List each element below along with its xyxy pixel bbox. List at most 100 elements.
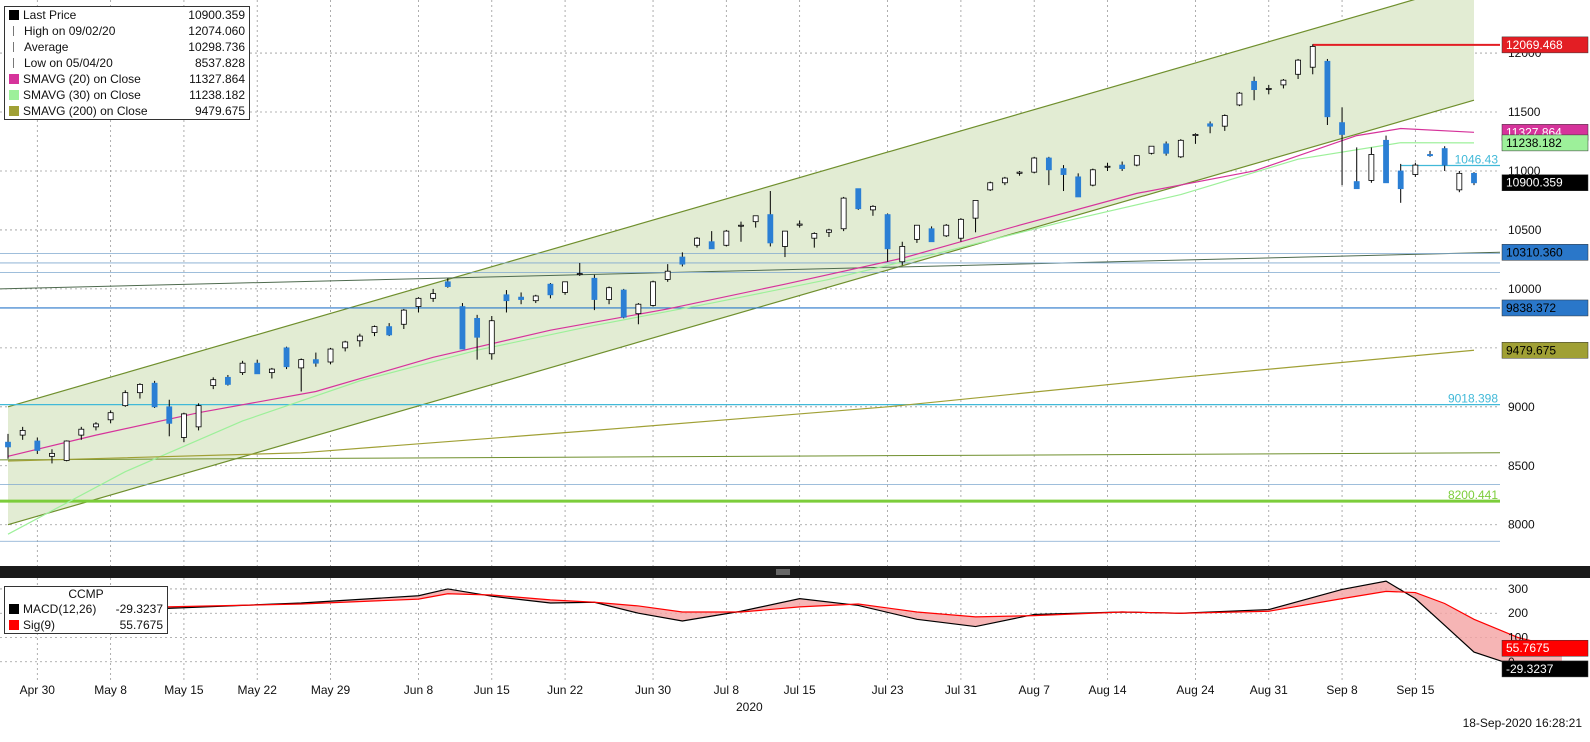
macd-legend: CCMP MACD(12,26) -29.3237 Sig(9) 55.7675 — [4, 586, 168, 634]
timestamp-label: 18-Sep-2020 16:28:21 — [1462, 716, 1582, 730]
candle-body — [679, 256, 686, 265]
candle-body — [708, 241, 715, 250]
legend-row: Last Price 10900.359 — [5, 7, 249, 23]
candle-body — [488, 320, 495, 355]
candle-body — [210, 379, 217, 386]
legend-value: 10298.736 — [188, 40, 245, 54]
candle-body — [1353, 181, 1360, 190]
candle-body — [459, 306, 466, 350]
candle-body — [1104, 165, 1111, 168]
legend-row: High on 09/02/20 12074.060 — [5, 23, 249, 39]
candle-body — [899, 246, 906, 263]
price-tag-label: 9838.372 — [1506, 301, 1556, 315]
signal-label: Sig(9) — [23, 618, 56, 632]
candle-body — [1368, 154, 1375, 181]
legend-value: 8537.828 — [194, 56, 245, 70]
price-tag — [1501, 299, 1589, 317]
candlesticks — [5, 44, 1477, 464]
y-tick-label: 10500 — [1508, 223, 1542, 237]
x-tick-label: Jul 15 — [784, 683, 816, 697]
candle-body — [5, 441, 11, 448]
candle-body — [562, 281, 568, 293]
legend-label: Average — [24, 40, 69, 54]
horizontal-level-lines: 1046.43 9018.398 8200.441 — [0, 43, 1500, 542]
macd-tag — [1501, 639, 1589, 657]
legend-label: SMAVG (20) on Close — [23, 72, 141, 86]
y-tick-label: 9000 — [1508, 400, 1535, 414]
support-trend-line — [0, 452, 1501, 461]
x-tick-label: Jul 23 — [872, 683, 904, 697]
candle-body — [664, 270, 671, 280]
candle-body — [1427, 154, 1433, 157]
macd-legend-row: MACD(12,26) -29.3237 — [5, 601, 167, 617]
macd-tag-label: 55.7675 — [1506, 641, 1550, 655]
macd-plot-area — [0, 578, 1500, 680]
y-tick-label: 8000 — [1508, 518, 1535, 532]
y-tick-label: 10000 — [1508, 282, 1542, 296]
price-axis: 8000850090009500100001050011000115001200… — [1501, 36, 1589, 532]
candle-body — [1089, 169, 1096, 186]
candle-body — [1177, 139, 1184, 158]
candle-body — [283, 347, 290, 368]
inline-level-label: 8200.441 — [1448, 488, 1498, 502]
y-tick-label: 8500 — [1508, 459, 1535, 473]
light-green-square-icon — [9, 90, 19, 100]
legend-label: SMAVG (30) on Close — [23, 88, 141, 102]
candle-body — [1148, 145, 1155, 154]
candle-body — [1133, 155, 1140, 166]
macd-grid — [0, 578, 1500, 680]
x-tick-label: Sep 8 — [1326, 683, 1358, 697]
candle-body — [1383, 139, 1389, 184]
legend-label: SMAVG (200) on Close — [23, 104, 148, 118]
candle-body — [107, 412, 114, 421]
candle-body — [1471, 172, 1477, 184]
y-tick-label: 11500 — [1508, 105, 1541, 119]
x-tick-label: Jul 31 — [945, 683, 977, 697]
legend-value: 12074.060 — [188, 24, 245, 38]
candle-body — [620, 289, 627, 318]
red-square-icon — [9, 620, 19, 630]
candle-body — [855, 188, 862, 210]
legend-row: SMAVG (30) on Close 11238.182 — [5, 87, 249, 103]
date-axis: Apr 30 May 8 May 15 May 22 May 29 Jun 8 Jun 15… — [20, 683, 1435, 697]
candle-body — [1397, 170, 1404, 190]
candle-body — [181, 413, 187, 438]
candle-body — [474, 317, 481, 338]
candle-body — [547, 283, 554, 296]
magenta-square-icon — [9, 74, 19, 84]
x-tick-label: May 22 — [238, 683, 278, 697]
x-tick-label: May 15 — [164, 683, 204, 697]
candle-body — [239, 362, 246, 374]
candle-body — [576, 273, 583, 275]
candle-body — [298, 359, 305, 369]
candle-body — [591, 277, 598, 300]
candle-body — [1163, 143, 1170, 154]
price-tag — [1501, 174, 1589, 191]
candle-body — [1265, 88, 1272, 90]
channel-fill — [8, 0, 1474, 525]
candle-body — [19, 429, 26, 436]
olive-square-icon — [9, 106, 19, 116]
trend-line — [0, 251, 1501, 290]
candle-body — [928, 228, 935, 243]
macd-axis: 010020030055.7675-29.3237 — [1501, 582, 1589, 678]
candle-body — [972, 200, 979, 219]
panel-divider[interactable] — [0, 566, 1590, 578]
channel-upper-line — [7, 0, 1416, 408]
candle-body — [782, 230, 788, 247]
candle-body — [914, 224, 920, 240]
legend-row: Low on 05/04/20 8537.828 — [5, 55, 249, 71]
x-tick-label: Aug 7 — [1019, 683, 1051, 697]
signal-value: 55.7675 — [119, 618, 163, 632]
candle-body — [1207, 123, 1214, 127]
candle-body — [122, 392, 129, 407]
candle-body — [254, 362, 261, 375]
candle-body — [532, 295, 539, 302]
inline-level-label: 9018.398 — [1448, 392, 1498, 406]
candle-body — [1412, 164, 1419, 175]
x-tick-label: Jun 8 — [404, 683, 434, 697]
candle-body — [137, 384, 143, 394]
candle-body — [518, 296, 524, 300]
signal-legend-row: Sig(9) 55.7675 — [5, 617, 167, 633]
inline-level-label: 1046.43 — [1455, 153, 1499, 167]
